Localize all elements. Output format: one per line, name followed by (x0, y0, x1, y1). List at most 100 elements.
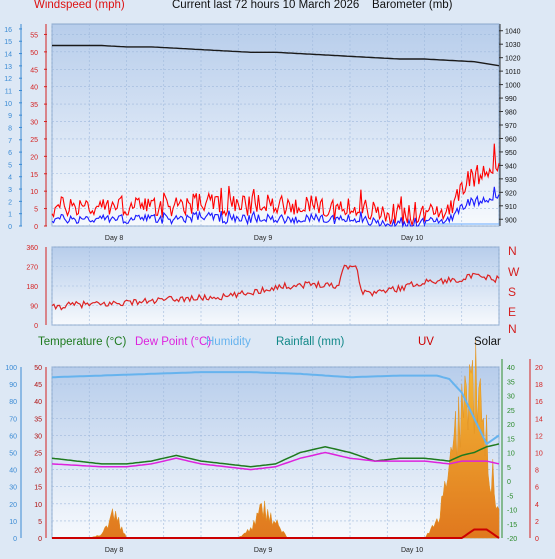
rain-tick: 30 (34, 433, 42, 440)
wind-gust-line (51, 143, 500, 228)
barometer-tick: 930 (505, 177, 517, 184)
temp-tick: 10 (507, 451, 515, 458)
wind-outer-tick: 10 (4, 101, 12, 108)
wind-inner-tick: 55 (30, 32, 38, 39)
humidity-tick: 0 (13, 536, 17, 543)
wind-outer-tick: 16 (4, 27, 12, 34)
wind-inner-tick: 5 (34, 207, 38, 214)
x-tick-label: Day 9 (254, 235, 272, 242)
humidity-line (51, 371, 500, 446)
rain-tick: 20 (34, 468, 42, 475)
wind-inner-tick: 30 (30, 120, 38, 127)
rain-tick: 0 (38, 536, 42, 543)
barometer-tick: 1030 (505, 42, 521, 49)
compass-label: S (508, 285, 516, 299)
humidity-tick: 60 (9, 433, 17, 440)
wind-outer-tick: 5 (8, 162, 12, 169)
humidity-tick: 20 (9, 502, 17, 509)
barometer-axis-title: Barometer (mb) (372, 0, 453, 11)
direction-tick: 360 (26, 245, 38, 252)
temp-tick: -20 (507, 536, 517, 543)
wind-avg-line (51, 186, 500, 229)
temp-tick: 20 (507, 422, 515, 429)
x-tick-label: Day 8 (105, 235, 123, 242)
barometer-tick: 960 (505, 136, 517, 143)
uv-tick: 2 (535, 519, 539, 526)
barometer-tick: 1020 (505, 56, 521, 63)
x-tick-label: Day 9 (254, 547, 272, 554)
wind-inner-tick: 0 (34, 224, 38, 231)
wind-outer-tick: 2 (8, 199, 12, 206)
uv-tick: 12 (535, 433, 543, 440)
rain-tick: 5 (38, 519, 42, 526)
humidity-tick: 10 (9, 519, 17, 526)
temp-tick: -5 (507, 493, 513, 500)
windspeed-axis-title: Windspeed (mph) (34, 0, 125, 11)
barometer-tick: 1040 (505, 29, 521, 36)
wind-outer-tick: 11 (5, 89, 12, 96)
humidity-legend: Humidity (206, 336, 251, 348)
wind-outer-tick: 8 (8, 125, 12, 132)
wind-outer-tick: 0 (8, 224, 12, 231)
humidity-tick: 50 (9, 451, 17, 458)
wind-outer-tick: 7 (8, 138, 12, 145)
x-tick-label: Day 10 (401, 235, 423, 242)
humidity-tick: 70 (9, 416, 17, 423)
wind-outer-tick: 13 (4, 64, 12, 71)
uv-tick: 16 (535, 399, 543, 406)
humidity-tick: 30 (9, 485, 17, 492)
wind-outer-tick: 14 (4, 52, 12, 59)
direction-tick: 270 (26, 265, 38, 272)
temperature-line (51, 443, 500, 468)
wind-inner-tick: 25 (30, 137, 38, 144)
uv-tick: 6 (535, 485, 539, 492)
temp-tick: 40 (507, 365, 515, 372)
wind-outer-tick: 15 (4, 39, 12, 46)
direction-tick: 180 (26, 284, 38, 291)
rain-tick: 45 (34, 382, 42, 389)
compass-label: E (508, 305, 516, 319)
temp-tick: 35 (507, 379, 515, 386)
direction-tick: 0 (34, 323, 38, 330)
temp-tick: 15 (507, 436, 515, 443)
temp-tick: 25 (507, 408, 515, 415)
rain-tick: 15 (34, 485, 42, 492)
uv-tick: 4 (535, 502, 539, 509)
compass-label: N (508, 322, 517, 336)
wind-inner-tick: 40 (30, 85, 38, 92)
temp-tick: 5 (507, 465, 511, 472)
wind-inner-tick: 50 (30, 50, 38, 57)
rain-tick: 10 (34, 502, 42, 509)
wind-inner-tick: 35 (30, 102, 38, 109)
uv-legend: UV (418, 336, 434, 348)
compass-label: W (508, 265, 520, 279)
chart-title: Current last 72 hours 10 March 2026 (172, 0, 360, 11)
barometer-tick: 900 (505, 217, 517, 224)
humidity-tick: 40 (9, 468, 17, 475)
direction-tick: 90 (30, 304, 38, 311)
uv-tick: 10 (535, 451, 543, 458)
wind-outer-tick: 9 (8, 113, 12, 120)
barometer-line (52, 44, 500, 67)
wind-outer-tick: 6 (8, 150, 12, 157)
barometer-tick: 1000 (505, 83, 521, 90)
barometer-tick: 950 (505, 150, 517, 157)
uv-tick: 20 (535, 365, 543, 372)
uv-tick: 0 (535, 536, 539, 543)
temp-tick: 30 (507, 394, 515, 401)
humidity-tick: 100 (5, 365, 17, 372)
temp-tick: 0 (507, 479, 511, 486)
rain-tick: 50 (34, 365, 42, 372)
uv-tick: 18 (535, 382, 543, 389)
humidity-tick: 90 (9, 382, 17, 389)
barometer-tick: 940 (505, 163, 517, 170)
barometer-tick: 980 (505, 110, 517, 117)
wind-inner-tick: 10 (30, 189, 38, 196)
uv-line (52, 528, 500, 539)
wind-outer-tick: 4 (8, 175, 12, 182)
temp-tick: -10 (507, 508, 517, 515)
wind-inner-tick: 45 (30, 67, 38, 74)
barometer-tick: 970 (505, 123, 517, 130)
